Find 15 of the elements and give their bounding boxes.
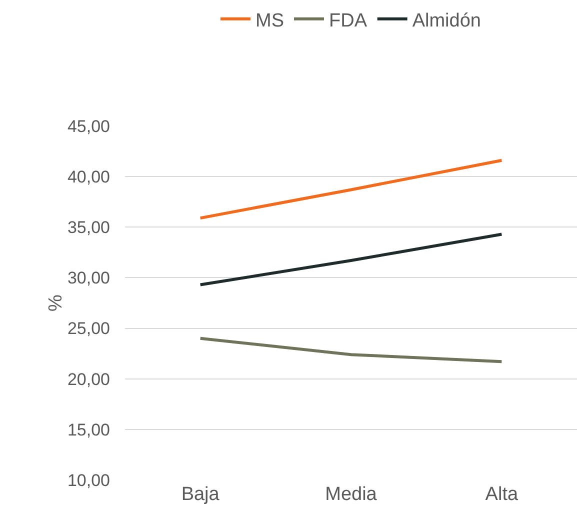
y-tick-label: 30,00 <box>67 268 110 288</box>
y-tick-label: 10,00 <box>67 470 110 490</box>
y-tick-label: 20,00 <box>67 370 110 389</box>
y-tick-label: 35,00 <box>67 218 110 238</box>
x-tick-label: Media <box>325 484 378 505</box>
y-tick-label: 45,00 <box>67 116 110 136</box>
y-tick-label: 40,00 <box>67 168 110 187</box>
legend-label: MS <box>256 10 284 32</box>
x-tick-label: Alta <box>485 484 518 505</box>
y-tick-label: 25,00 <box>67 319 110 338</box>
legend-label: Almidón <box>412 10 481 32</box>
y-tick-label: 15,00 <box>67 420 110 440</box>
y-axis-title: % <box>45 294 66 312</box>
x-tick-label: Baja <box>181 484 220 505</box>
legend-label: FDA <box>329 10 368 32</box>
